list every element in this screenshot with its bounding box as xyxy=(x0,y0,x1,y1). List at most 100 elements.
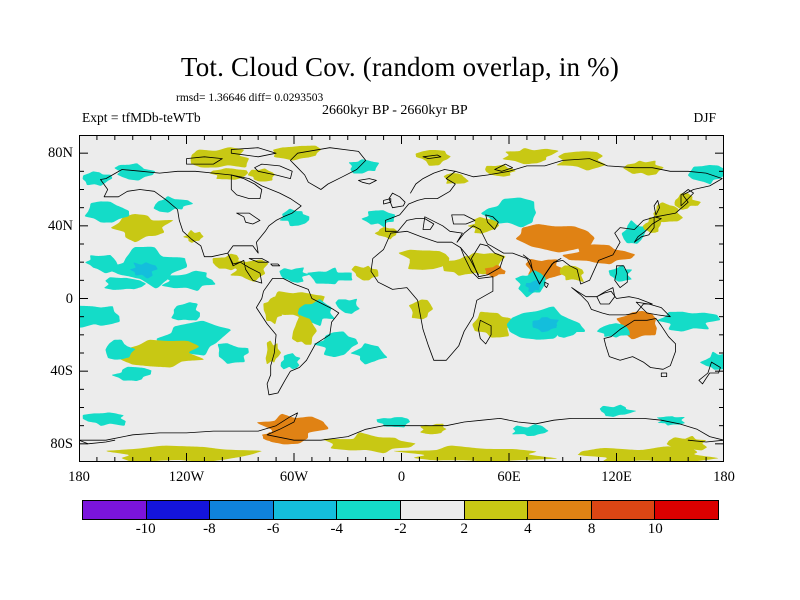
anomaly-region xyxy=(307,267,353,285)
anomaly-region xyxy=(409,299,433,320)
x-tick-label: 120E xyxy=(601,469,632,485)
coastline xyxy=(254,163,293,179)
anomaly-region xyxy=(599,404,637,417)
colorbar-swatch xyxy=(83,501,146,519)
period-annotation: 2660kyr BP - 2660kyr BP xyxy=(322,103,468,118)
anomaly-region xyxy=(688,165,724,185)
anomaly-region xyxy=(420,423,447,435)
colorbar-tick-label: 8 xyxy=(587,521,596,537)
anomaly-region xyxy=(85,254,119,274)
colorbar xyxy=(82,500,719,520)
anomaly-region xyxy=(700,351,724,370)
anomaly-region xyxy=(657,311,721,332)
anomaly-region xyxy=(82,412,126,426)
anomaly-region xyxy=(537,230,567,243)
colorbar-tick-label: -6 xyxy=(266,521,280,537)
coastline xyxy=(485,214,499,230)
anomaly-region xyxy=(265,340,281,364)
coastline xyxy=(358,178,377,185)
anomaly-region xyxy=(84,201,130,223)
anomaly-region xyxy=(481,197,536,228)
coastline xyxy=(478,319,492,345)
coastline xyxy=(634,216,662,243)
anomaly-region xyxy=(153,196,193,213)
coastline xyxy=(698,361,721,385)
colorbar-tick-label: -2 xyxy=(394,521,407,537)
anomaly-region xyxy=(502,148,559,165)
anomaly-region xyxy=(361,210,396,228)
y-tick-label: 80S xyxy=(50,435,73,452)
anomaly-region xyxy=(313,331,358,358)
coastline xyxy=(614,265,628,288)
coastline xyxy=(680,189,694,207)
y-tick-label: 0 xyxy=(65,290,73,307)
x-tick-label: 120W xyxy=(168,469,205,485)
coastline xyxy=(653,200,660,216)
anomaly-region xyxy=(280,353,301,370)
coastline xyxy=(290,147,367,190)
x-tick-label: 0 xyxy=(397,469,406,485)
colorbar-tick-label: 2 xyxy=(460,521,468,537)
x-tick-label: 180 xyxy=(68,469,90,485)
anomaly-region xyxy=(350,343,388,365)
coastline xyxy=(596,287,616,305)
colorbar-swatch xyxy=(209,501,273,519)
anomaly-region xyxy=(532,317,559,333)
anomaly-region xyxy=(398,249,450,270)
anomaly-region xyxy=(143,349,168,361)
anomaly-region xyxy=(279,267,310,283)
coastline xyxy=(687,439,724,443)
colorbar-swatches xyxy=(82,500,719,520)
anomaly-region xyxy=(105,339,136,360)
anomaly-region xyxy=(160,270,216,291)
colorbar-swatch xyxy=(654,501,718,519)
coastline xyxy=(255,278,340,396)
coastline xyxy=(383,198,392,205)
anomaly-region xyxy=(562,244,636,265)
colorbar-swatch xyxy=(463,501,528,519)
colorbar-tick-label: -4 xyxy=(330,521,344,537)
coastline xyxy=(544,281,549,288)
anomaly-region xyxy=(228,259,269,282)
coastline xyxy=(410,169,456,194)
anomaly-region xyxy=(183,230,204,243)
anomaly-region xyxy=(376,417,410,428)
anomaly-region xyxy=(666,435,707,451)
anomaly-region xyxy=(653,202,683,223)
coastline xyxy=(230,174,263,199)
coastline xyxy=(270,263,281,267)
anomaly-region xyxy=(130,262,158,279)
colorbar-tick-label: 4 xyxy=(524,521,532,537)
season-annotation: DJF xyxy=(693,110,716,125)
colorbar-tick-label: -10 xyxy=(135,521,156,537)
anomaly-region xyxy=(212,253,239,271)
anomaly-region xyxy=(217,343,249,364)
coastline xyxy=(494,163,513,172)
anomaly-region xyxy=(393,445,557,462)
coastline xyxy=(635,301,671,318)
coastline xyxy=(422,154,442,159)
anomaly-region xyxy=(247,168,275,182)
anomaly-region xyxy=(292,315,317,345)
colorbar-swatch xyxy=(336,501,400,519)
world-anomaly-map xyxy=(79,135,724,462)
colorbar-swatch xyxy=(527,501,591,519)
x-tick-label: 60E xyxy=(497,469,521,485)
map-plot-area xyxy=(79,135,724,462)
anomaly-region xyxy=(335,298,360,314)
colorbar-tick-label: 10 xyxy=(647,521,663,537)
colorbar-swatch xyxy=(272,501,337,519)
x-tick-label: 60W xyxy=(279,469,309,485)
anomaly-region xyxy=(281,425,307,440)
anomaly-region xyxy=(484,264,506,278)
anomaly-region xyxy=(111,214,174,243)
anomaly-region xyxy=(190,147,249,168)
coastline xyxy=(230,147,277,158)
y-tick-label: 40N xyxy=(48,217,73,234)
anomaly-region xyxy=(511,424,549,437)
anomaly-region xyxy=(279,208,310,227)
anomaly-region xyxy=(82,171,113,186)
x-tick-label: 180 xyxy=(713,469,735,485)
anomaly-region xyxy=(556,322,577,338)
